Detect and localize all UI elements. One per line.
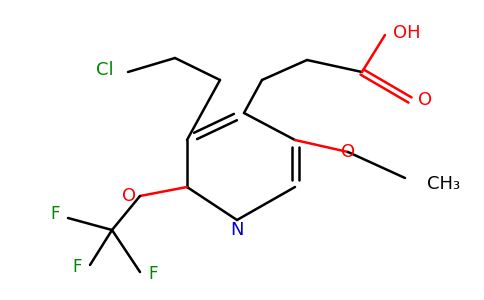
Text: F: F — [148, 265, 157, 283]
Text: OH: OH — [393, 24, 421, 42]
Text: F: F — [50, 205, 60, 223]
Text: N: N — [230, 221, 244, 239]
Text: CH₃: CH₃ — [427, 175, 460, 193]
Text: F: F — [73, 258, 82, 276]
Text: O: O — [341, 143, 355, 161]
Text: O: O — [122, 187, 136, 205]
Text: Cl: Cl — [96, 61, 114, 79]
Text: O: O — [418, 91, 432, 109]
